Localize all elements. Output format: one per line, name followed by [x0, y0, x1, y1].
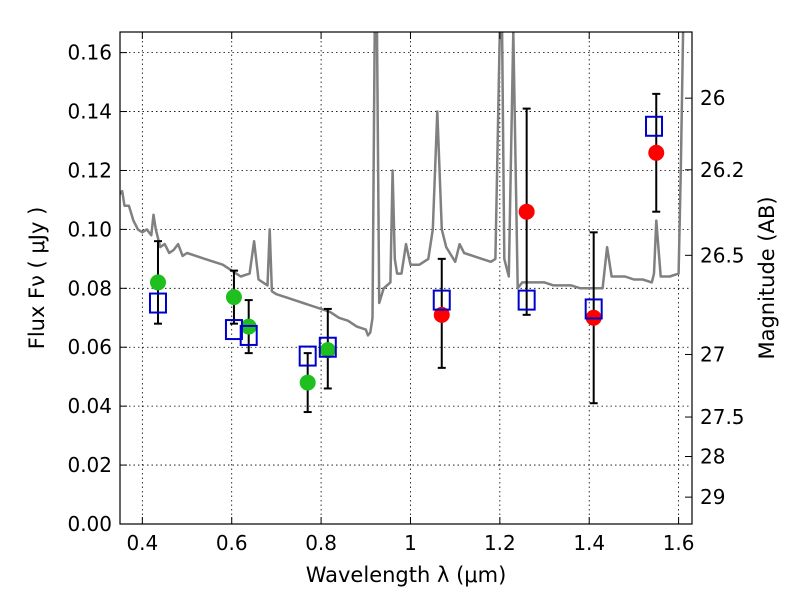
x-tick-label: 1: [404, 531, 417, 555]
y-tick-label: 0.14: [67, 100, 112, 124]
model-flux-square: [517, 289, 536, 311]
optical-flux-point: [299, 374, 316, 391]
y-tick-label: 0.16: [67, 41, 112, 65]
right-tick-label: 27.5: [700, 405, 745, 429]
model-flux-square: [298, 345, 317, 367]
model-flux-square: [224, 319, 243, 341]
y-tick-label: 0.12: [67, 158, 112, 182]
right-tick-label: 27: [700, 342, 725, 366]
infrared-flux-point: [648, 144, 665, 161]
right-axis-label: Magnitude (AB): [755, 196, 779, 359]
x-axis-label: Wavelength λ (μm): [306, 563, 507, 587]
x-tick-label: 0.6: [216, 531, 248, 555]
model-flux-square: [239, 324, 258, 346]
axis-ticks: 0.4 0.6 0.8 1 1.2 1.4 1.6 0.00 0.02 0.04 0.06 0.08 0…: [67, 32, 745, 555]
right-tick-label: 26.5: [700, 243, 745, 267]
y-tick-label: 0.00: [67, 512, 112, 536]
right-tick-label: 26.2: [700, 158, 745, 182]
infrared-flux-point: [433, 306, 450, 323]
x-tick-label: 1.4: [573, 531, 605, 555]
model-flux-square: [645, 115, 664, 137]
right-tick-label: 28: [700, 445, 725, 469]
x-tick-label: 0.8: [305, 531, 337, 555]
y-tick-label: 0.04: [67, 394, 112, 418]
optical-flux-point: [319, 342, 336, 359]
model-flux-square: [318, 336, 337, 358]
model-spectrum-line: [120, 32, 686, 337]
grid-lines: [120, 32, 692, 525]
y-tick-label: 0.02: [67, 453, 112, 477]
model-flux-square: [584, 298, 603, 320]
x-tick-label: 1.2: [484, 531, 516, 555]
y-tick-label: 0.10: [67, 217, 112, 241]
model-flux-square: [432, 289, 451, 311]
right-tick-label: 29: [700, 485, 725, 509]
model-flux-square: [148, 292, 167, 314]
plot-frame: [119, 31, 693, 525]
y-tick-label: 0.06: [67, 335, 112, 359]
optical-flux-point: [149, 274, 166, 291]
right-tick-label: 26: [700, 86, 725, 110]
optical-flux-point: [225, 289, 242, 306]
x-tick-label: 1.6: [663, 531, 695, 555]
infrared-flux-point: [518, 203, 535, 220]
plot-area: [120, 32, 686, 414]
y-axis-label: Flux Fν ( μJy ): [25, 207, 49, 350]
y-tick-label: 0.08: [67, 276, 112, 300]
x-tick-label: 0.4: [126, 531, 158, 555]
